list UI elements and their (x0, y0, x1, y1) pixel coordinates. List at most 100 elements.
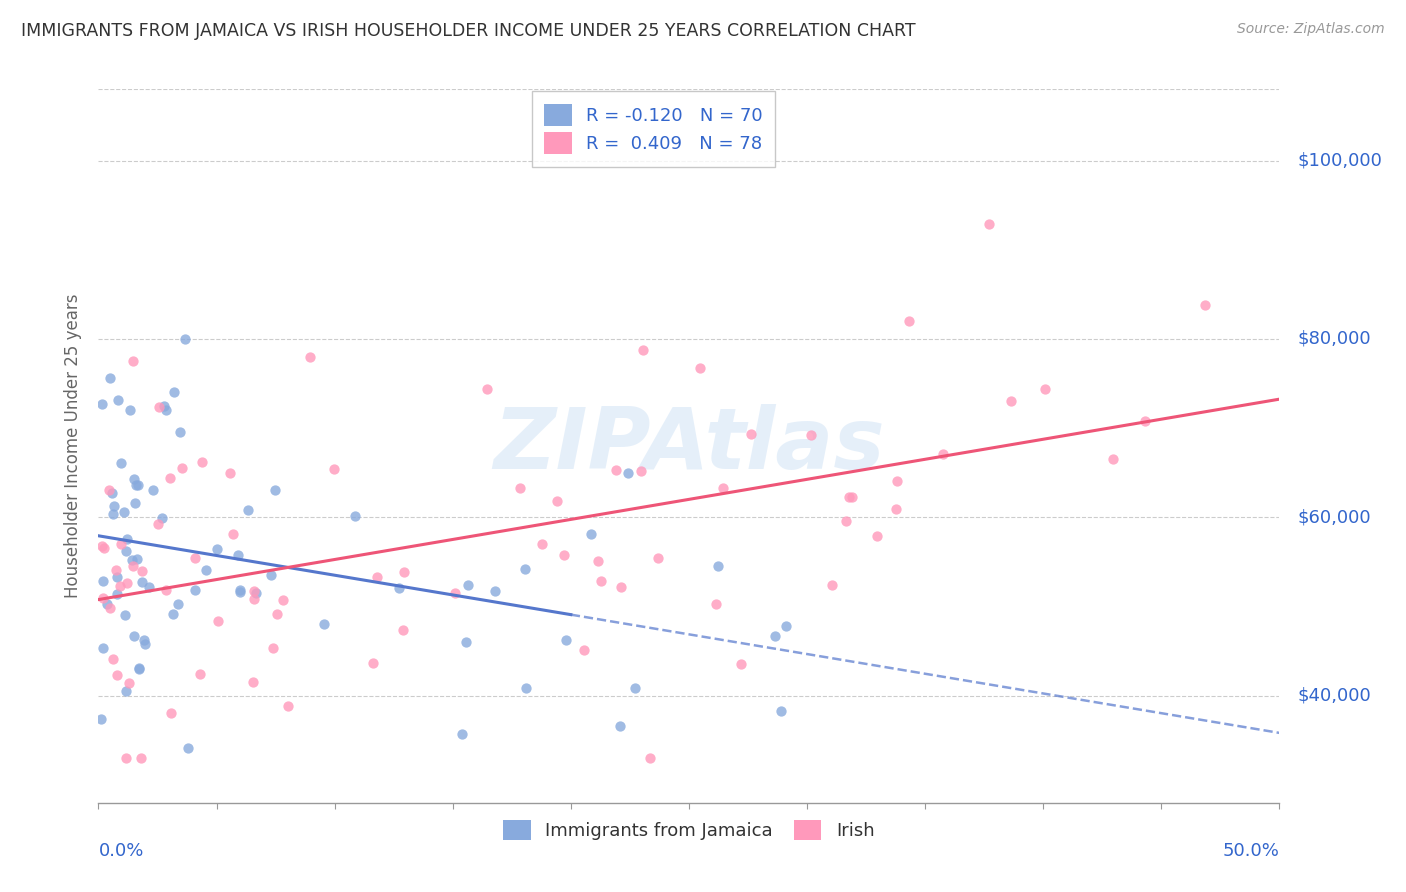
Text: $60,000: $60,000 (1298, 508, 1371, 526)
Point (115, 532, 138, 546)
Point (104, 563, 127, 577)
Point (121, 553, 143, 567)
Point (169, 425, 191, 440)
Point (555, 632, 578, 647)
Point (91, 540, 114, 554)
Point (820, 578, 842, 592)
Point (91, 591, 114, 605)
Point (222, 527, 245, 541)
Point (730, 657, 752, 671)
Text: IMMIGRANTS FROM JAMAICA VS IRISH HOUSEHOLDER INCOME UNDER 25 YEARS CORRELATION C: IMMIGRANTS FROM JAMAICA VS IRISH HOUSEHO… (21, 22, 915, 40)
Point (236, 503, 259, 517)
Point (444, 585, 467, 599)
Point (457, 577, 479, 591)
Point (264, 483, 287, 497)
Point (630, 464, 652, 478)
Point (388, 581, 411, 595)
Point (610, 580, 633, 594)
Point (312, 617, 335, 632)
Point (769, 704, 792, 718)
Point (589, 574, 612, 589)
Point (183, 582, 205, 597)
Point (115, 543, 138, 558)
Point (194, 563, 217, 577)
Point (170, 460, 193, 475)
Point (647, 550, 669, 565)
Point (173, 332, 195, 346)
Point (110, 456, 132, 470)
Point (138, 580, 160, 594)
Point (609, 718, 631, 732)
Point (838, 491, 860, 505)
Point (183, 551, 205, 566)
Point (124, 496, 146, 510)
Point (218, 466, 240, 480)
Text: ZIPAtlas: ZIPAtlas (494, 404, 884, 488)
Point (159, 471, 181, 485)
Point (704, 597, 727, 611)
Point (122, 629, 145, 643)
Point (107, 587, 129, 601)
Point (484, 584, 506, 599)
Point (131, 564, 153, 578)
Point (188, 667, 211, 681)
Point (146, 517, 169, 532)
Point (90, 712, 112, 726)
Point (112, 505, 135, 519)
Text: 0.0%: 0.0% (98, 842, 143, 860)
Point (132, 633, 155, 648)
Point (277, 698, 299, 713)
Point (207, 541, 229, 556)
Point (229, 584, 252, 599)
Point (546, 493, 568, 508)
Point (740, 426, 762, 441)
Point (475, 382, 498, 396)
Point (624, 681, 647, 695)
Point (711, 481, 734, 495)
Point (142, 483, 165, 497)
Point (1033, 382, 1056, 396)
Text: Source: ZipAtlas.com: Source: ZipAtlas.com (1237, 22, 1385, 37)
Point (191, 454, 214, 468)
Point (122, 558, 145, 573)
Point (125, 551, 148, 566)
Point (886, 475, 908, 489)
Point (162, 607, 184, 622)
Point (127, 478, 149, 492)
Point (96, 597, 118, 611)
Point (124, 478, 146, 492)
Point (167, 597, 190, 611)
Point (392, 565, 415, 579)
Point (689, 360, 711, 375)
Point (105, 570, 128, 584)
Point (361, 656, 384, 670)
Point (207, 614, 229, 628)
Point (118, 675, 141, 690)
Point (706, 559, 728, 574)
Point (160, 706, 183, 721)
Point (262, 640, 284, 655)
Point (101, 652, 124, 666)
Point (775, 619, 797, 633)
Point (800, 427, 823, 442)
Point (114, 684, 136, 698)
Point (110, 537, 132, 551)
Point (931, 447, 953, 461)
Point (101, 507, 124, 521)
Point (579, 526, 602, 541)
Point (392, 623, 415, 637)
Point (155, 402, 177, 417)
Text: 50.0%: 50.0% (1223, 842, 1279, 860)
Point (91, 640, 114, 655)
Point (163, 384, 186, 399)
Point (128, 662, 150, 676)
Point (128, 660, 150, 674)
Point (150, 510, 173, 524)
Point (1194, 298, 1216, 312)
Point (763, 629, 786, 643)
Point (266, 607, 288, 622)
Point (93, 541, 115, 556)
Point (866, 529, 889, 543)
Point (91, 574, 114, 589)
Point (344, 508, 367, 523)
